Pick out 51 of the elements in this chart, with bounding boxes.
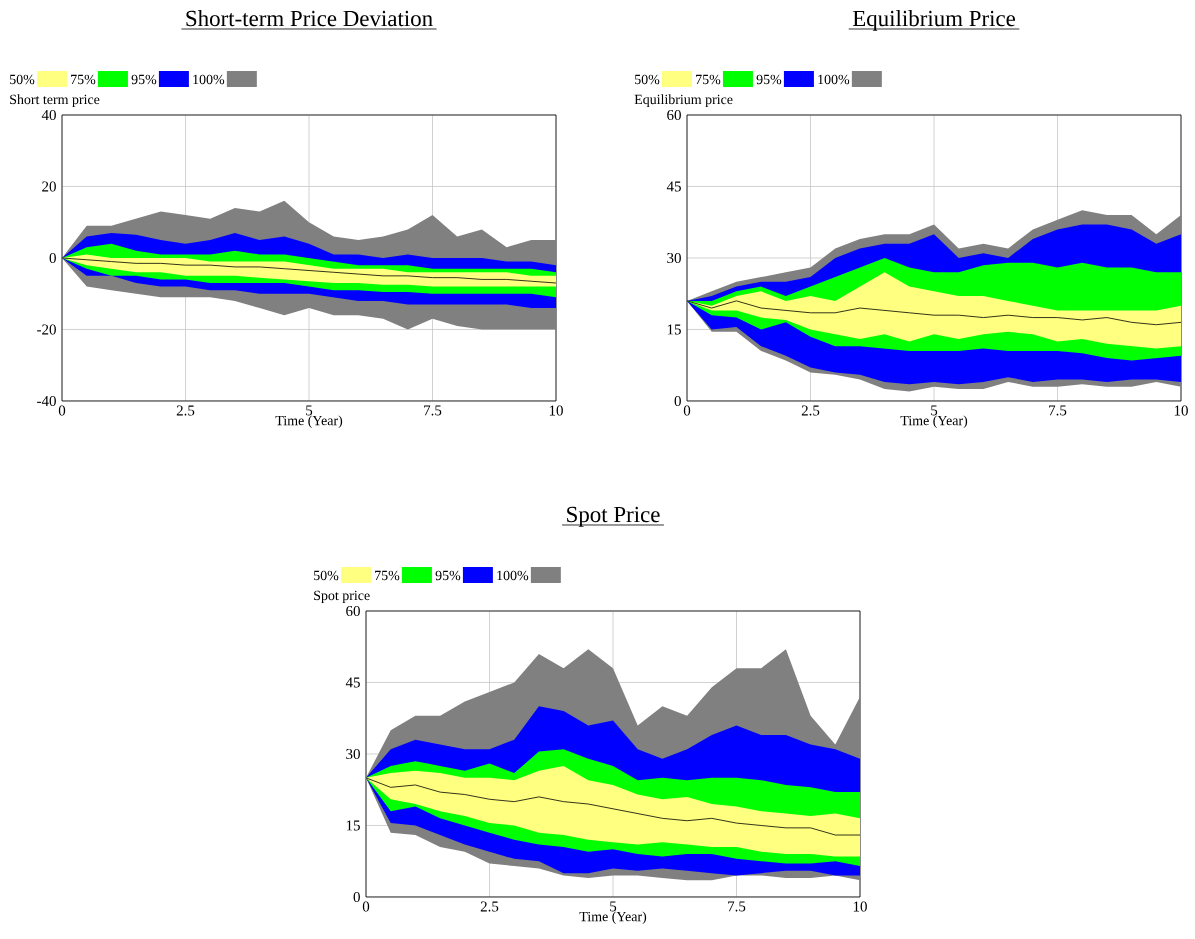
y-axis-title: Equilibrium price bbox=[634, 94, 733, 107]
chart-title: Equilibrium Price bbox=[852, 10, 1016, 31]
x-tick-label: 7.5 bbox=[1049, 405, 1067, 416]
x-axis-title: Time (Year) bbox=[900, 415, 968, 429]
y-tick-label: -20 bbox=[37, 324, 56, 335]
y-tick-label: 60 bbox=[667, 109, 681, 121]
y-axis-title: Short term price bbox=[10, 94, 100, 107]
legend-label: 75% bbox=[71, 74, 96, 85]
y-tick-label: 0 bbox=[49, 252, 56, 264]
x-tick-label: 10 bbox=[853, 901, 867, 912]
y-tick-label: 0 bbox=[353, 891, 360, 903]
x-axis-title: Time (Year) bbox=[275, 415, 343, 429]
x-tick-label: 10 bbox=[1174, 405, 1188, 416]
x-tick-label: 0 bbox=[362, 901, 370, 912]
chart-title: Short-term Price Deviation bbox=[186, 10, 433, 27]
y-tick-label: 30 bbox=[667, 252, 681, 264]
x-tick-label: 10 bbox=[549, 405, 563, 416]
x-tick-label: 2.5 bbox=[480, 901, 499, 912]
x-tick-label: 5 bbox=[931, 405, 938, 416]
x-tick-label: 2.5 bbox=[176, 405, 195, 416]
chart-title: Spot Price bbox=[567, 506, 660, 527]
x-tick-label: 7.5 bbox=[728, 901, 746, 912]
y-tick-label: 20 bbox=[42, 181, 56, 192]
x-tick-label: 7.5 bbox=[424, 405, 442, 416]
legend-label: 100% bbox=[818, 74, 850, 85]
y-tick-label: 45 bbox=[345, 677, 360, 688]
y-tick-label: 60 bbox=[346, 605, 360, 617]
x-tick-label: 2.5 bbox=[801, 405, 820, 416]
legend-label: 75% bbox=[375, 570, 400, 581]
legend-label: 75% bbox=[696, 74, 721, 85]
legend-label: 50% bbox=[10, 74, 35, 85]
y-tick-label: -40 bbox=[37, 395, 56, 407]
y-tick-label: 45 bbox=[666, 181, 681, 192]
y-tick-label: 30 bbox=[346, 748, 360, 760]
legend-label: 95% bbox=[435, 570, 461, 581]
y-tick-label: 40 bbox=[41, 109, 56, 121]
x-tick-label: 5 bbox=[306, 405, 313, 416]
y-tick-label: 0 bbox=[674, 395, 681, 407]
x-tick-label: 0 bbox=[58, 405, 66, 416]
legend-label: 95% bbox=[756, 74, 782, 85]
x-axis-title: Time (Year) bbox=[579, 911, 647, 925]
legend-label: 100% bbox=[193, 74, 225, 85]
y-tick-label: 15 bbox=[667, 324, 681, 335]
legend-label: 100% bbox=[497, 570, 529, 581]
legend-label: 50% bbox=[314, 570, 339, 581]
legend-label: 95% bbox=[131, 74, 157, 85]
legend-label: 50% bbox=[635, 74, 660, 85]
y-axis-title: Spot price bbox=[314, 590, 370, 603]
x-tick-label: 0 bbox=[683, 405, 691, 416]
y-tick-label: 15 bbox=[346, 820, 360, 831]
x-tick-label: 5 bbox=[610, 901, 617, 912]
